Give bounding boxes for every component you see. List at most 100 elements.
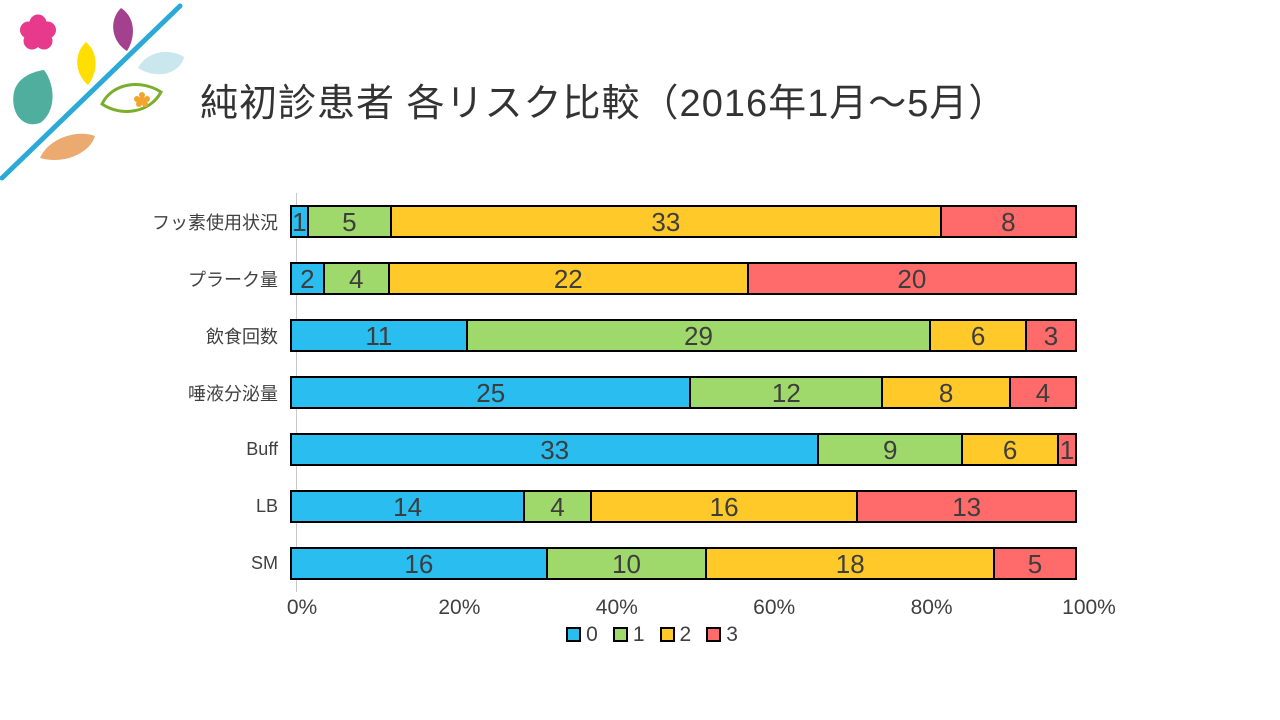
risk-comparison-chart: フッ素使用状況 1 5 33 8 プラーク量 2 4 22 20 飲食回数 11 29 6 3 唾液分泌量 25… [0, 193, 1100, 592]
legend-swatch-icon [612, 627, 628, 642]
segment-value-label: 6 [1002, 434, 1018, 465]
stacked-bar: 11 29 6 3 [290, 319, 1077, 352]
page-title: 純初診患者 各リスク比較（2016年1月～5月） [200, 83, 1008, 125]
segment-value-label: 12 [771, 377, 801, 408]
category-label: フッ素使用状況 [152, 212, 278, 233]
bar-segment-series-2: 18 [707, 548, 996, 579]
segment-value-label: 4 [550, 491, 565, 522]
chart-plot-area: フッ素使用状況 1 5 33 8 プラーク量 2 4 22 20 飲食回数 11 29 6 3 唾液分泌量 25… [0, 193, 1100, 592]
bar-segment-series-0: 1 [292, 207, 309, 236]
stacked-bar: 2 4 22 20 [290, 262, 1077, 295]
bar-segment-series-2: 16 [591, 491, 859, 522]
bar-segment-series-1: 5 [308, 206, 392, 237]
segment-value-label: 4 [1035, 377, 1051, 408]
legend-swatch-icon [566, 627, 582, 642]
legend-label: 2 [679, 623, 692, 646]
bar-segment-series-3: 8 [941, 206, 1075, 237]
diagonal-line-icon [0, 3, 183, 181]
segment-value-label: 5 [342, 206, 357, 237]
segment-value-label: 9 [882, 434, 898, 465]
category-label: プラーク量 [188, 269, 278, 290]
legend-item-0: 0 [566, 624, 598, 645]
segment-value-label: 8 [1001, 206, 1016, 237]
bar-segment-series-1: 10 [547, 548, 708, 579]
bar-segment-series-3: 1 [1059, 435, 1075, 464]
segment-value-label: 25 [476, 377, 506, 408]
x-axis-tick-label: 40% [595, 596, 638, 619]
segment-value-label: 10 [612, 548, 642, 579]
bar-segment-series-0: 11 [292, 321, 468, 350]
bar-segment-series-2: 22 [389, 263, 749, 294]
bar-segment-series-1: 29 [467, 320, 932, 351]
x-axis-tick-label: 60% [753, 596, 796, 619]
segment-value-label: 14 [393, 491, 423, 522]
stacked-bar: 14 4 16 13 [290, 490, 1077, 523]
purple-leaf-icon [113, 8, 133, 51]
legend-item-2: 2 [659, 623, 692, 646]
x-axis-tick-label: 80% [910, 596, 953, 619]
segment-value-label: 20 [897, 263, 927, 294]
segment-value-label: 18 [835, 548, 865, 579]
bar-segment-series-3: 5 [995, 549, 1075, 578]
bar-segment-series-0: 16 [292, 549, 548, 578]
bar-segment-series-0: 2 [292, 264, 325, 293]
stacked-bar: 16 10 18 5 [290, 547, 1077, 580]
bar-segment-series-2: 6 [963, 435, 1059, 464]
x-axis-tick-label: 0% [286, 596, 318, 619]
legend-item-1: 1 [612, 623, 645, 646]
segment-value-label: 2 [300, 263, 315, 294]
bar-segment-series-0: 33 [292, 434, 820, 465]
chart-row: フッ素使用状況 1 5 33 8 [0, 193, 1100, 250]
stacked-bar: 25 12 8 4 [290, 376, 1077, 409]
x-axis-tick-label: 20% [438, 596, 481, 619]
bar-segment-series-1: 4 [525, 492, 592, 521]
segment-value-label: 6 [970, 320, 986, 351]
tan-leaf-icon [40, 133, 95, 161]
chart-row: LB 14 4 16 13 [0, 478, 1100, 535]
bar-segment-series-0: 25 [292, 377, 692, 408]
segment-value-label: 1 [1059, 434, 1075, 465]
segment-value-label: 33 [540, 434, 570, 465]
segment-value-label: 16 [709, 491, 739, 522]
category-label: SM [251, 553, 278, 573]
legend-label: 1 [632, 623, 645, 646]
chart-row: Buff 33 9 6 1 [0, 421, 1100, 478]
stacked-bar: 33 9 6 1 [290, 433, 1077, 466]
green-leaf-outline-icon [100, 83, 163, 113]
segment-value-label: 1 [292, 206, 307, 237]
category-label: Buff [246, 439, 278, 459]
bar-segment-series-1: 9 [819, 434, 964, 465]
chart-row: 唾液分泌量 25 12 8 4 [0, 364, 1100, 421]
segment-value-label: 29 [684, 320, 713, 351]
bar-segment-series-0: 14 [292, 491, 526, 522]
legend-item-3: 3 [706, 624, 738, 645]
segment-value-label: 22 [553, 263, 583, 294]
bar-segment-series-1: 4 [324, 263, 390, 294]
bar-segment-series-3: 3 [1027, 321, 1075, 350]
legend-swatch-icon [659, 627, 675, 642]
bar-segment-series-1: 12 [691, 377, 884, 408]
category-label: 唾液分泌量 [188, 383, 278, 404]
segment-value-label: 33 [651, 206, 681, 237]
legend-label: 3 [726, 623, 738, 646]
segment-value-label: 13 [952, 491, 982, 522]
orange-flower-icon [134, 92, 150, 107]
chart-row: プラーク量 2 4 22 20 [0, 250, 1100, 307]
bar-segment-series-2: 33 [391, 206, 942, 237]
stacked-bar: 1 5 33 8 [290, 205, 1077, 238]
logo-flowers-icon [0, 3, 184, 181]
segment-value-label: 4 [348, 263, 364, 294]
segment-value-label: 11 [365, 320, 393, 351]
category-label: LB [255, 496, 278, 516]
bar-segment-series-3: 13 [858, 492, 1075, 521]
x-axis-tick-label: 100% [1062, 596, 1116, 619]
segment-value-label: 5 [1027, 548, 1043, 579]
legend-label: 0 [586, 623, 598, 646]
bar-segment-series-3: 4 [1011, 378, 1075, 407]
x-axis: 0% 20% 40% 60% 80% 100% [287, 592, 1116, 620]
yellow-leaf-icon [77, 42, 96, 85]
segment-value-label: 16 [404, 548, 434, 579]
chart-row: SM 16 10 18 5 [0, 535, 1100, 592]
segment-value-label: 8 [938, 377, 954, 408]
